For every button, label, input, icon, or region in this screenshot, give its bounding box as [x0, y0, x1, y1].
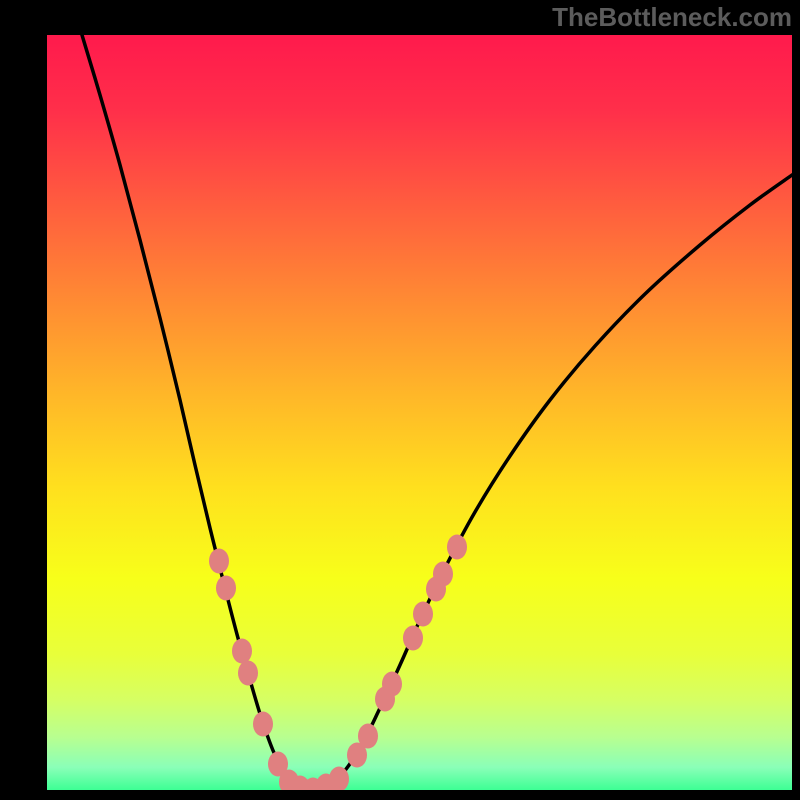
data-dot: [232, 639, 252, 664]
data-dot: [358, 724, 378, 749]
chart-canvas: [0, 0, 800, 800]
plot-background: [47, 35, 792, 790]
data-dot: [382, 672, 402, 697]
data-dot: [447, 535, 467, 560]
watermark-text: TheBottleneck.com: [552, 2, 792, 33]
data-dot: [329, 767, 349, 792]
data-dot: [433, 562, 453, 587]
data-dot: [216, 576, 236, 601]
data-dot: [253, 712, 273, 737]
data-dot: [413, 602, 433, 627]
data-dot: [238, 661, 258, 686]
data-dot: [209, 549, 229, 574]
data-dot: [403, 626, 423, 651]
